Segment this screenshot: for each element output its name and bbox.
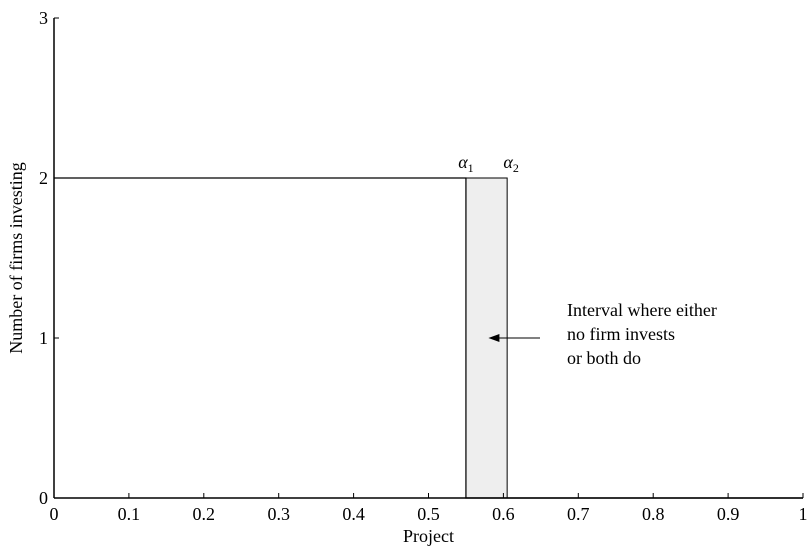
y-tick-label: 0	[39, 488, 48, 508]
x-tick-label: 0.5	[417, 504, 440, 524]
annotation-line: Interval where either	[567, 300, 717, 320]
alpha-2-label: α2	[503, 152, 518, 175]
x-tick-label: 0.3	[267, 504, 290, 524]
arrowhead-icon	[488, 334, 500, 342]
y-tick-label: 3	[39, 8, 48, 28]
x-tick-label: 0.1	[118, 504, 141, 524]
alpha-1-label: α1	[458, 152, 473, 175]
x-tick-label: 0	[50, 504, 59, 524]
x-tick-label: 0.9	[717, 504, 740, 524]
x-tick-label: 1	[799, 504, 808, 524]
y-axis-label: Number of firms investing	[6, 162, 26, 353]
x-axis-label: Project	[403, 526, 454, 546]
x-tick-label: 0.6	[492, 504, 515, 524]
x-tick-label: 0.2	[193, 504, 216, 524]
series-line	[54, 177, 803, 499]
annotation-line: or both do	[567, 348, 641, 368]
y-tick-label: 2	[39, 168, 48, 188]
x-tick-label: 0.7	[567, 504, 590, 524]
x-tick-label: 0.4	[342, 504, 365, 524]
y-tick-label: 1	[39, 328, 48, 348]
x-tick-label: 0.8	[642, 504, 665, 524]
annotation-line: no firm invests	[567, 324, 675, 344]
